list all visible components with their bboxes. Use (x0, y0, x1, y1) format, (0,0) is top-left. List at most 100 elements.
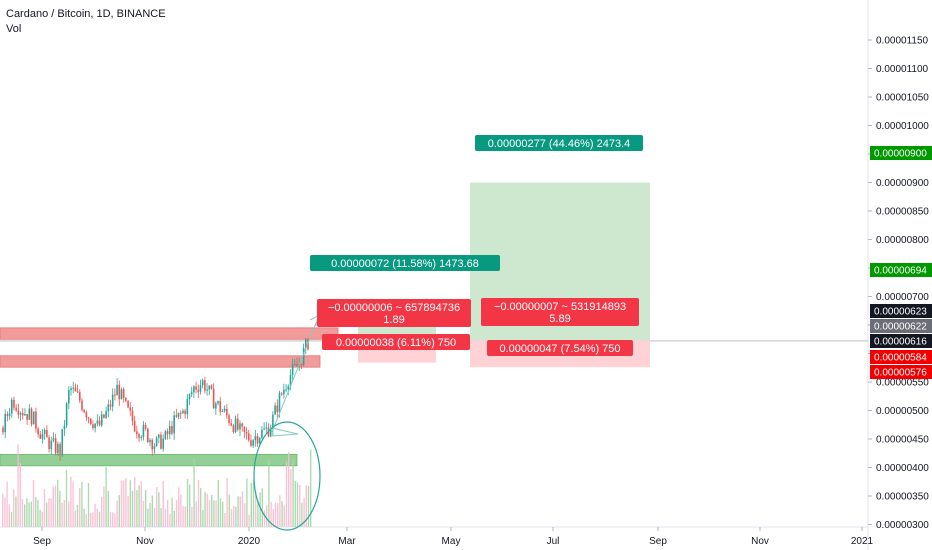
candle-body (120, 389, 123, 400)
candle-body (164, 431, 167, 439)
candle-body (272, 414, 274, 430)
candle-body (261, 429, 263, 438)
candle-body (307, 339, 309, 350)
volume-indicator-label: Vol (6, 23, 22, 35)
price-tick-label: 0.00000500 (876, 406, 929, 417)
price-badge: 0.00000900 (874, 149, 927, 160)
volume-bar (191, 507, 193, 527)
candle-body (147, 428, 149, 442)
resistance-zone-mid (0, 355, 321, 368)
volume-bar (294, 481, 296, 527)
candle-body (302, 347, 305, 366)
volume-bar (151, 495, 153, 527)
price-badge-bg (870, 334, 932, 348)
volume-bar (246, 478, 248, 527)
volume-bar (195, 501, 197, 527)
candle-body (228, 415, 230, 424)
position-2-stop-label-bg (487, 340, 633, 356)
volume-bar (8, 504, 10, 527)
volume-bar (277, 503, 279, 527)
candle-body (291, 364, 294, 375)
volume-bar (178, 487, 180, 527)
volume-bar (239, 496, 241, 527)
volume-bar (123, 480, 125, 527)
price-tick-label: 0.00001150 (876, 36, 929, 47)
candle-body (195, 386, 197, 390)
candle-body (157, 434, 160, 438)
time-tick-label: Nov (751, 536, 769, 547)
volume-bar (21, 499, 24, 527)
candle-body (230, 423, 233, 426)
position-2-target-label: 0.00000277 (44.46%) 2473.4 (488, 138, 631, 150)
candle-body (234, 418, 237, 432)
candle-body (52, 438, 55, 441)
position-2-stop-label: 0.00000047 (7.54%) 750 (499, 343, 620, 355)
volume-bar (272, 509, 274, 527)
volume-bar (252, 480, 255, 527)
volume-bar (28, 502, 30, 527)
volume-bar (15, 496, 17, 527)
volume-bar (248, 514, 250, 527)
volume-bar (103, 486, 105, 527)
volume-bar (305, 485, 307, 527)
volume-bar (57, 479, 59, 527)
volume-bar (259, 492, 261, 527)
candle-body (212, 388, 215, 409)
volume-bar (204, 491, 206, 527)
candle-body (179, 412, 182, 414)
arrow-line-lower (271, 427, 299, 435)
candle-body (206, 389, 208, 391)
resistance-zone-top (0, 327, 339, 340)
volume-bar (237, 496, 239, 527)
candle-body (78, 392, 81, 401)
candle-body (160, 434, 162, 449)
candle-body (28, 408, 31, 420)
volume-bar (85, 514, 87, 527)
volume-bar (131, 490, 134, 527)
candle-body (100, 414, 103, 426)
price-badge-bg (870, 350, 932, 364)
volume-bar (81, 481, 83, 527)
candle-body (186, 399, 189, 415)
candle-body (190, 392, 193, 395)
candle-body (21, 413, 24, 416)
volume-bar (68, 501, 70, 527)
volume-bar (114, 513, 116, 527)
volume-bar (307, 485, 310, 527)
volume-bar (299, 484, 301, 527)
trend-line (271, 317, 319, 433)
candle-body (30, 408, 33, 425)
volume-bar (120, 480, 123, 527)
candle-body (54, 438, 57, 454)
price-tick-label: 0.00000900 (876, 178, 929, 189)
candle-body (68, 390, 70, 404)
volume-bar (13, 489, 15, 527)
volume-bar (167, 499, 169, 527)
volume-bar (169, 513, 171, 527)
candle-body (153, 445, 156, 450)
candle-body (98, 420, 101, 426)
position-2-entry-label-bg (481, 298, 639, 326)
volume-bar (19, 463, 21, 527)
volume-bar (186, 478, 189, 527)
candle-body (35, 411, 37, 429)
volume-bar (257, 500, 259, 527)
candle-body (201, 380, 204, 386)
candle-body (276, 405, 279, 413)
volume-bar (230, 509, 233, 527)
candle-body (89, 418, 92, 425)
volume-bar (109, 512, 112, 527)
candle-body (59, 443, 61, 455)
volume-bar (98, 511, 101, 527)
time-tick-label: 2020 (238, 536, 261, 547)
volume-bar (202, 509, 204, 527)
volume-bar (255, 491, 257, 527)
price-badge-bg (870, 365, 932, 379)
candle-body (278, 393, 281, 413)
price-tick-label: 0.00001000 (876, 121, 929, 132)
volume-bar (160, 508, 162, 527)
volume-bar (217, 479, 219, 527)
candle-body (4, 414, 6, 433)
